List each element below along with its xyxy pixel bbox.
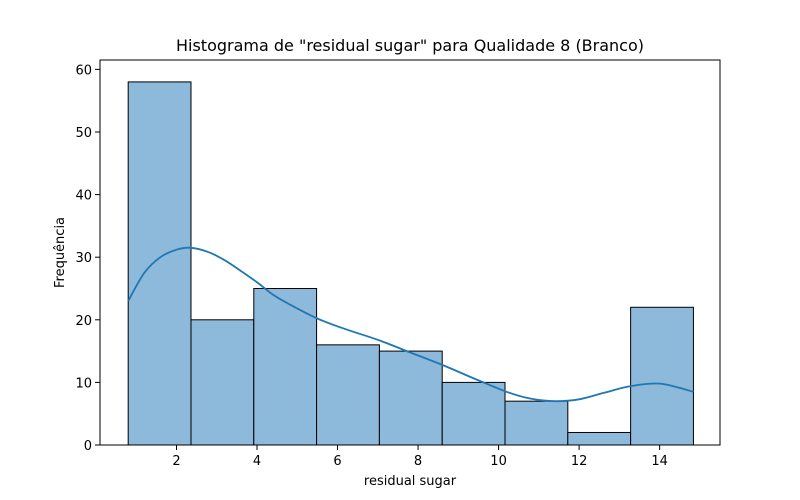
y-axis-label: Frequência: [53, 217, 68, 288]
plot-frame: [99, 59, 721, 446]
y-tick-label: 0: [84, 439, 92, 454]
histogram-bar-4: [316, 344, 380, 446]
y-tick-label: 30: [75, 251, 92, 266]
y-tick-label: 60: [75, 63, 92, 78]
histogram-bar-7: [504, 400, 569, 446]
x-tick-label: 6: [333, 454, 341, 469]
histogram-bar-1: [127, 81, 192, 446]
y-axis-ticks: 0 10 20 30 40 50 60: [75, 63, 100, 454]
chart-title: Histograma de "residual sugar" para Qual…: [176, 36, 644, 55]
x-tick-label: 10: [490, 454, 507, 469]
histogram-bar-6: [441, 381, 506, 446]
histogram-bar-5: [378, 350, 443, 446]
y-tick-label: 20: [75, 314, 92, 329]
x-tick-label: 14: [651, 454, 668, 469]
y-tick-label: 50: [75, 126, 92, 141]
histogram-bar-8: [567, 431, 632, 446]
histogram-bar-3: [253, 287, 318, 446]
x-axis-label: residual sugar: [364, 474, 457, 489]
x-axis-ticks: 2 4 6 8 10 12 14: [172, 445, 668, 469]
histogram-bars: [127, 81, 694, 446]
histogram-bar-2: [190, 319, 255, 446]
x-tick-label: 8: [414, 454, 422, 469]
y-tick-label: 40: [75, 189, 92, 204]
x-tick-label: 4: [253, 454, 261, 469]
x-tick-label: 12: [571, 454, 588, 469]
kde-curve: [127, 246, 694, 403]
y-tick-label: 10: [75, 376, 92, 391]
histogram-bar-9: [630, 306, 694, 446]
x-tick-label: 2: [172, 454, 180, 469]
